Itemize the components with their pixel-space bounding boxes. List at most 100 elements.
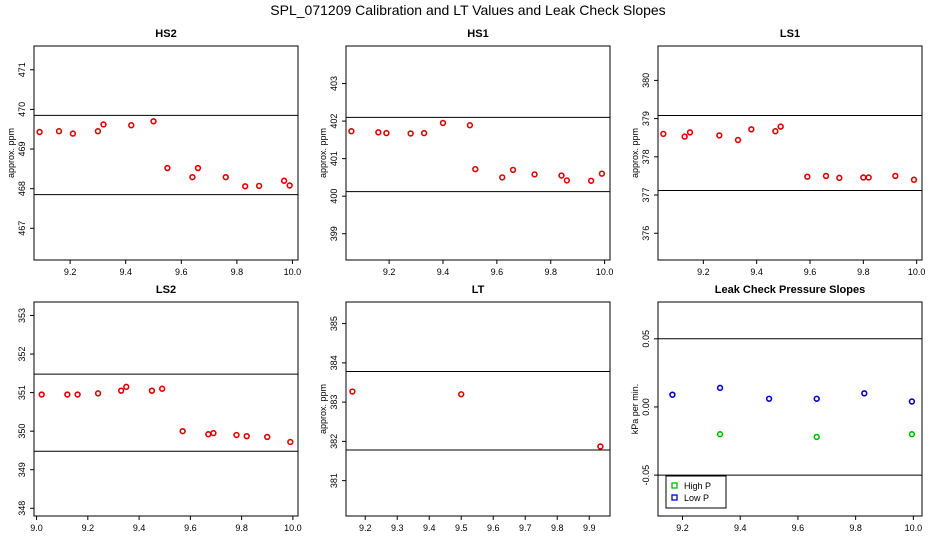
x-tick-label: 9.6 [804,267,817,277]
data-point [597,443,604,450]
data-point [598,170,606,177]
data-point [38,391,45,398]
data-point [439,119,447,127]
data-point [865,174,872,181]
data-point [233,431,240,439]
data-point [499,174,506,181]
data-point [383,129,390,137]
data-point [242,183,249,190]
plot-frame [345,45,611,261]
y-tick-label: 469 [17,142,27,157]
y-tick-label: 403 [329,76,339,91]
data-point [777,123,784,130]
data-point [813,433,820,441]
x-tick-label: 9.4 [734,523,747,533]
data-point [148,387,156,394]
panel-title: LS1 [780,28,800,40]
data-point [587,177,595,184]
x-tick-label: 9.7 [519,523,532,533]
panel-lt: LT 9.2 9.3 9.4 9.5 9.6 9.7 9.8 9.9 381 382 383 384 38… [318,284,611,533]
y-tick-label: 352 [17,347,27,362]
x-tick-label: 9.8 [544,267,557,277]
data-point [716,431,724,438]
x-tick-label: 9.4 [750,267,763,277]
data-point [509,166,517,174]
panel-title: LS2 [156,284,176,296]
x-tick-label: 9.5 [455,523,468,533]
data-point [375,129,382,136]
y-tick-label: 402 [329,114,339,129]
data-point [222,173,229,181]
data-point [908,398,916,405]
panel-title: Leak Check Pressure Slopes [715,284,865,296]
data-point [466,122,474,129]
data-point [420,129,428,137]
y-tick-label: 376 [641,226,651,241]
x-tick-label: 9.8 [235,523,248,533]
data-point [194,164,202,172]
data-point [860,174,867,181]
x-tick-label: 9.4 [437,267,450,277]
y-tick-label: 381 [329,473,339,488]
y-tick-label: 348 [17,501,27,516]
y-tick-label: 399 [329,226,339,241]
data-point [910,176,918,183]
data-point [100,121,107,128]
panel-ls2: LS2 9.0 9.2 9.4 9.6 9.8 10.0 348 349 350 351 352 353 [17,284,302,533]
y-tick-label: 351 [17,385,27,400]
data-point [563,177,571,184]
data-point [74,391,81,398]
data-point [681,133,688,140]
plot-frame [657,301,923,517]
y-tick-label: 377 [641,188,651,203]
data-point [69,130,77,137]
data-point [94,128,102,135]
data-point [179,427,186,435]
panel-hs1: HS1 9.2 9.4 9.6 9.8 10.0 399 400 401 402 403 approx… [318,28,613,277]
legend-label: High P [684,481,711,491]
x-tick-label: 9.0 [30,523,43,533]
data-point [94,390,102,397]
x-tick-label: 9.2 [697,267,710,277]
y-tick-label: 382 [329,434,339,449]
data-point [64,391,71,398]
data-point [716,384,724,392]
y-axis-label: approx. ppm [318,128,328,178]
x-tick-label: 9.3 [391,523,404,533]
data-point [348,128,355,135]
x-tick-label: 9.6 [491,267,504,277]
data-point [287,438,294,446]
data-point [765,395,773,402]
y-tick-label: 385 [329,316,339,331]
x-tick-label: 9.6 [184,523,197,533]
y-tick-label: 349 [17,462,27,477]
data-point [558,172,565,179]
data-point [55,128,63,135]
plot-frame [33,45,299,261]
y-tick-label: 353 [17,308,27,323]
data-point [772,128,779,135]
x-tick-label: 9.6 [792,523,805,533]
x-tick-label: 10.0 [905,523,923,533]
data-point [748,126,755,133]
data-point [813,395,820,402]
data-point [861,390,868,397]
y-axis-label: approx. ppm [6,128,16,178]
x-tick-label: 9.8 [857,267,870,277]
x-tick-label: 9.2 [383,267,396,277]
panel-title: HS1 [467,28,488,40]
data-point [407,130,414,137]
figure-title: SPL_071209 Calibration and LT Values and… [270,2,666,18]
data-point [734,136,742,144]
legend-frame [665,475,727,509]
x-tick-label: 9.4 [423,523,436,533]
x-tick-label: 9.6 [175,267,188,277]
x-tick-label: 9.9 [583,523,596,533]
x-tick-label: 9.8 [551,523,564,533]
y-tick-label: 468 [17,181,27,196]
panel-hs2: HS2 9.2 9.4 9.6 9.8 10.0 467 468 469 470 471 approx… [6,28,301,277]
panel-leak-check-pressure-slopes: Leak Check Pressure Slopes 9.2 9.4 9.6 9.8 10… [630,284,923,533]
data-point [669,391,676,398]
legend-label: Low P [684,493,709,503]
